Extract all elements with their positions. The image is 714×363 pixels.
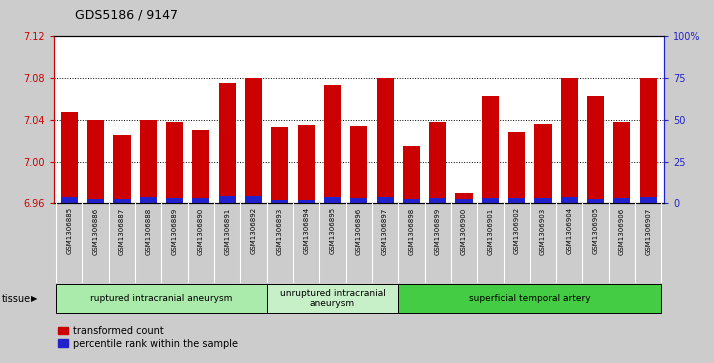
Text: GSM1306893: GSM1306893 — [277, 207, 283, 254]
Text: GSM1306892: GSM1306892 — [251, 207, 256, 254]
Bar — [482, 198, 499, 203]
Bar — [640, 78, 657, 203]
Bar — [192, 198, 209, 203]
Bar — [140, 120, 157, 203]
Text: ▶: ▶ — [31, 294, 38, 303]
Bar — [271, 200, 288, 203]
Text: GSM1306904: GSM1306904 — [566, 207, 573, 254]
Text: GSM1306895: GSM1306895 — [329, 207, 336, 254]
Bar — [403, 199, 420, 203]
Bar — [114, 135, 131, 203]
Bar — [403, 146, 420, 203]
Bar — [218, 83, 236, 203]
Bar — [61, 113, 78, 203]
Bar — [560, 78, 578, 203]
Text: GSM1306903: GSM1306903 — [540, 207, 546, 254]
Text: GSM1306897: GSM1306897 — [382, 207, 388, 254]
Bar — [482, 96, 499, 203]
Text: GSM1306902: GSM1306902 — [513, 207, 520, 254]
Bar — [456, 199, 473, 203]
Bar — [298, 200, 315, 203]
Bar — [613, 122, 630, 203]
Bar — [508, 198, 526, 203]
Bar — [640, 197, 657, 203]
Text: GSM1306886: GSM1306886 — [93, 207, 99, 254]
Text: GSM1306906: GSM1306906 — [619, 207, 625, 254]
Text: GSM1306907: GSM1306907 — [645, 207, 651, 254]
Bar — [376, 78, 393, 203]
Text: unruptured intracranial
aneurysm: unruptured intracranial aneurysm — [280, 289, 386, 308]
Bar — [429, 122, 446, 203]
Text: GSM1306901: GSM1306901 — [488, 207, 493, 254]
Bar — [218, 196, 236, 203]
Bar — [534, 198, 551, 203]
Bar — [271, 127, 288, 203]
Bar — [166, 198, 183, 203]
Text: ruptured intracranial aneurysm: ruptured intracranial aneurysm — [90, 294, 233, 303]
Bar — [87, 199, 104, 203]
Legend: transformed count, percentile rank within the sample: transformed count, percentile rank withi… — [59, 326, 238, 348]
Bar — [560, 197, 578, 203]
Bar — [534, 124, 551, 203]
Bar — [61, 197, 78, 203]
Bar — [245, 78, 262, 203]
Bar — [324, 85, 341, 203]
Text: GSM1306899: GSM1306899 — [435, 207, 441, 254]
Bar — [587, 96, 604, 203]
Text: GSM1306898: GSM1306898 — [408, 207, 414, 254]
Bar — [376, 197, 393, 203]
Bar — [351, 198, 367, 203]
Bar — [245, 196, 262, 203]
Text: GSM1306891: GSM1306891 — [224, 207, 230, 254]
Text: GSM1306888: GSM1306888 — [145, 207, 151, 254]
FancyBboxPatch shape — [267, 284, 398, 313]
Text: GSM1306900: GSM1306900 — [461, 207, 467, 254]
Bar — [192, 130, 209, 203]
Bar — [351, 126, 367, 203]
Bar — [166, 122, 183, 203]
Bar — [298, 125, 315, 203]
Text: tissue: tissue — [1, 294, 31, 303]
Bar — [508, 132, 526, 203]
Bar — [114, 199, 131, 203]
Bar — [140, 197, 157, 203]
Text: GSM1306905: GSM1306905 — [593, 207, 598, 254]
FancyBboxPatch shape — [56, 284, 267, 313]
Text: GDS5186 / 9147: GDS5186 / 9147 — [75, 9, 178, 22]
Bar — [587, 199, 604, 203]
Text: GSM1306885: GSM1306885 — [66, 207, 72, 254]
FancyBboxPatch shape — [398, 284, 661, 313]
Bar — [324, 197, 341, 203]
Text: GSM1306894: GSM1306894 — [303, 207, 309, 254]
Text: GSM1306887: GSM1306887 — [119, 207, 125, 254]
Text: GSM1306896: GSM1306896 — [356, 207, 362, 254]
Text: GSM1306890: GSM1306890 — [198, 207, 204, 254]
Text: GSM1306889: GSM1306889 — [171, 207, 178, 254]
Bar — [613, 198, 630, 203]
Bar — [456, 193, 473, 203]
Bar — [87, 120, 104, 203]
Text: superficial temporal artery: superficial temporal artery — [469, 294, 590, 303]
Bar — [429, 198, 446, 203]
